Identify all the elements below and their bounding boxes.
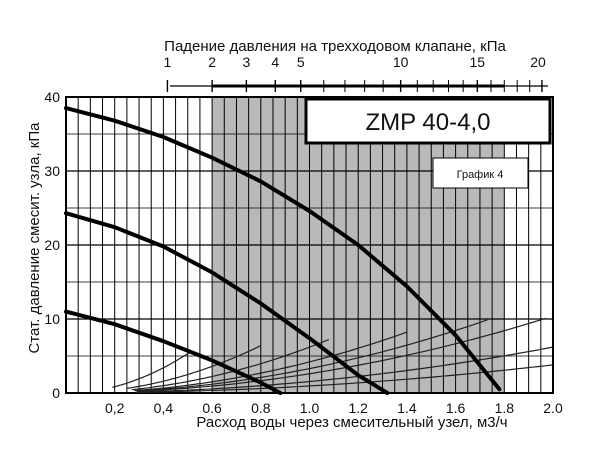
x-tick-label: 1.2 — [348, 400, 368, 416]
valve-curve — [136, 319, 488, 392]
top-tick-label: 15 — [470, 54, 486, 70]
plot-frame — [65, 96, 554, 394]
x-tick-label: 0.8 — [251, 400, 271, 416]
pump-curve — [64, 211, 390, 395]
pump-curve — [64, 106, 502, 392]
x-tick-label: 1.6 — [446, 400, 466, 416]
top-tick-label: 2 — [208, 54, 216, 70]
top-tick-label: 20 — [530, 54, 546, 70]
top-tick-label: 5 — [297, 54, 305, 70]
grid — [65, 96, 554, 394]
graph-label: График 4 — [457, 169, 504, 181]
top-tick-label: 10 — [393, 54, 409, 70]
x-tick-label: 0,2 — [105, 400, 125, 416]
valve-curve — [126, 345, 262, 389]
top-axis-label: Падение давления на трехходовом клапане,… — [164, 38, 506, 55]
top-tick-label: 1 — [164, 54, 172, 70]
x-tick-label: 0.6 — [202, 400, 222, 416]
valve-curve — [134, 331, 408, 392]
y-tick-label: 0 — [52, 385, 60, 401]
x-tick-label: 1.0 — [300, 400, 320, 416]
valve-curve — [131, 338, 330, 391]
model-label: ZMP 40-4,0 — [366, 109, 491, 136]
x-axis-label: Расход воды через смесительный узел, м3/… — [196, 414, 507, 431]
valve-curve — [136, 317, 546, 392]
valve-curve — [112, 351, 191, 388]
x-tick-label: 2.0 — [543, 400, 563, 416]
y-tick-label: 20 — [44, 237, 60, 253]
x-tick-label: 1.4 — [397, 400, 417, 416]
top-tick-label: 3 — [242, 54, 250, 70]
y-tick-label: 40 — [44, 89, 60, 105]
curves — [64, 106, 554, 395]
y-axis-label: Стат. давление смесит. узла, кПа — [26, 122, 43, 354]
pump-curve — [64, 309, 283, 395]
y-tick-label: 10 — [44, 311, 60, 327]
x-tick-label: 1.8 — [495, 400, 515, 416]
model-box — [304, 97, 552, 145]
graph-box — [432, 157, 529, 189]
ticks: 0,2 0,4 0.6 0.8 1.0 1.2 1.4 1.6 1.8 2.0 0 10 20 30 40 1… — [44, 54, 563, 416]
top-tick-label: 4 — [271, 54, 279, 70]
x-tick-label: 0,4 — [154, 400, 174, 416]
valve-curve — [136, 346, 554, 393]
y-tick-label: 30 — [44, 163, 60, 179]
